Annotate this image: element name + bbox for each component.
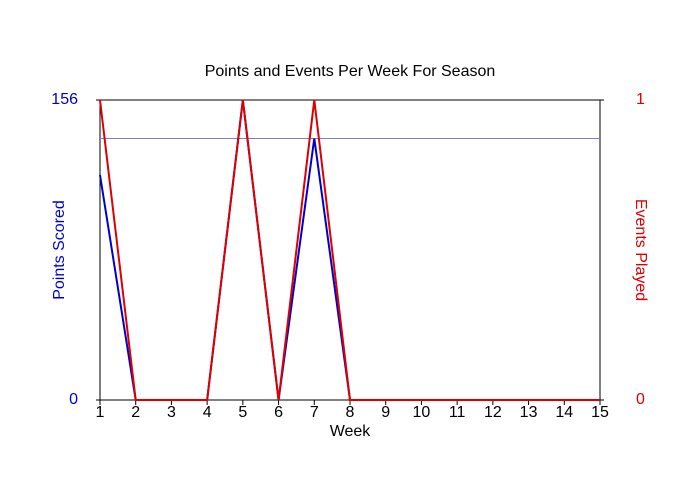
- x-tick-label: 9: [381, 404, 390, 421]
- x-tick-label: 3: [167, 404, 176, 421]
- y2-tick-label: 1: [636, 91, 645, 108]
- chart-title: Points and Events Per Week For Season: [205, 63, 496, 80]
- x-tick-label: 11: [449, 404, 466, 421]
- x-tick-label: 5: [238, 404, 247, 421]
- x-tick-label: 8: [346, 404, 355, 421]
- y-tick-label: 156: [51, 91, 78, 108]
- x-tick-label: 1: [96, 404, 105, 421]
- x-tick-label: 10: [413, 404, 431, 421]
- y2-tick-label: 0: [636, 391, 645, 408]
- x-tick-label: 7: [310, 404, 319, 421]
- y2-axis-label: Events Played: [632, 199, 649, 301]
- x-tick-label: 13: [520, 404, 538, 421]
- x-tick-label: 12: [484, 404, 502, 421]
- x-axis-label: Week: [330, 423, 372, 440]
- x-tick-label: 4: [203, 404, 212, 421]
- x-tick-label: 2: [131, 404, 140, 421]
- x-tick-label: 15: [591, 404, 609, 421]
- x-tick-label: 6: [274, 404, 283, 421]
- y-axis-label: Points Scored: [51, 200, 68, 300]
- y-tick-label: 0: [69, 391, 78, 408]
- x-tick-label: 14: [555, 404, 573, 421]
- series-line: [99, 99, 600, 401]
